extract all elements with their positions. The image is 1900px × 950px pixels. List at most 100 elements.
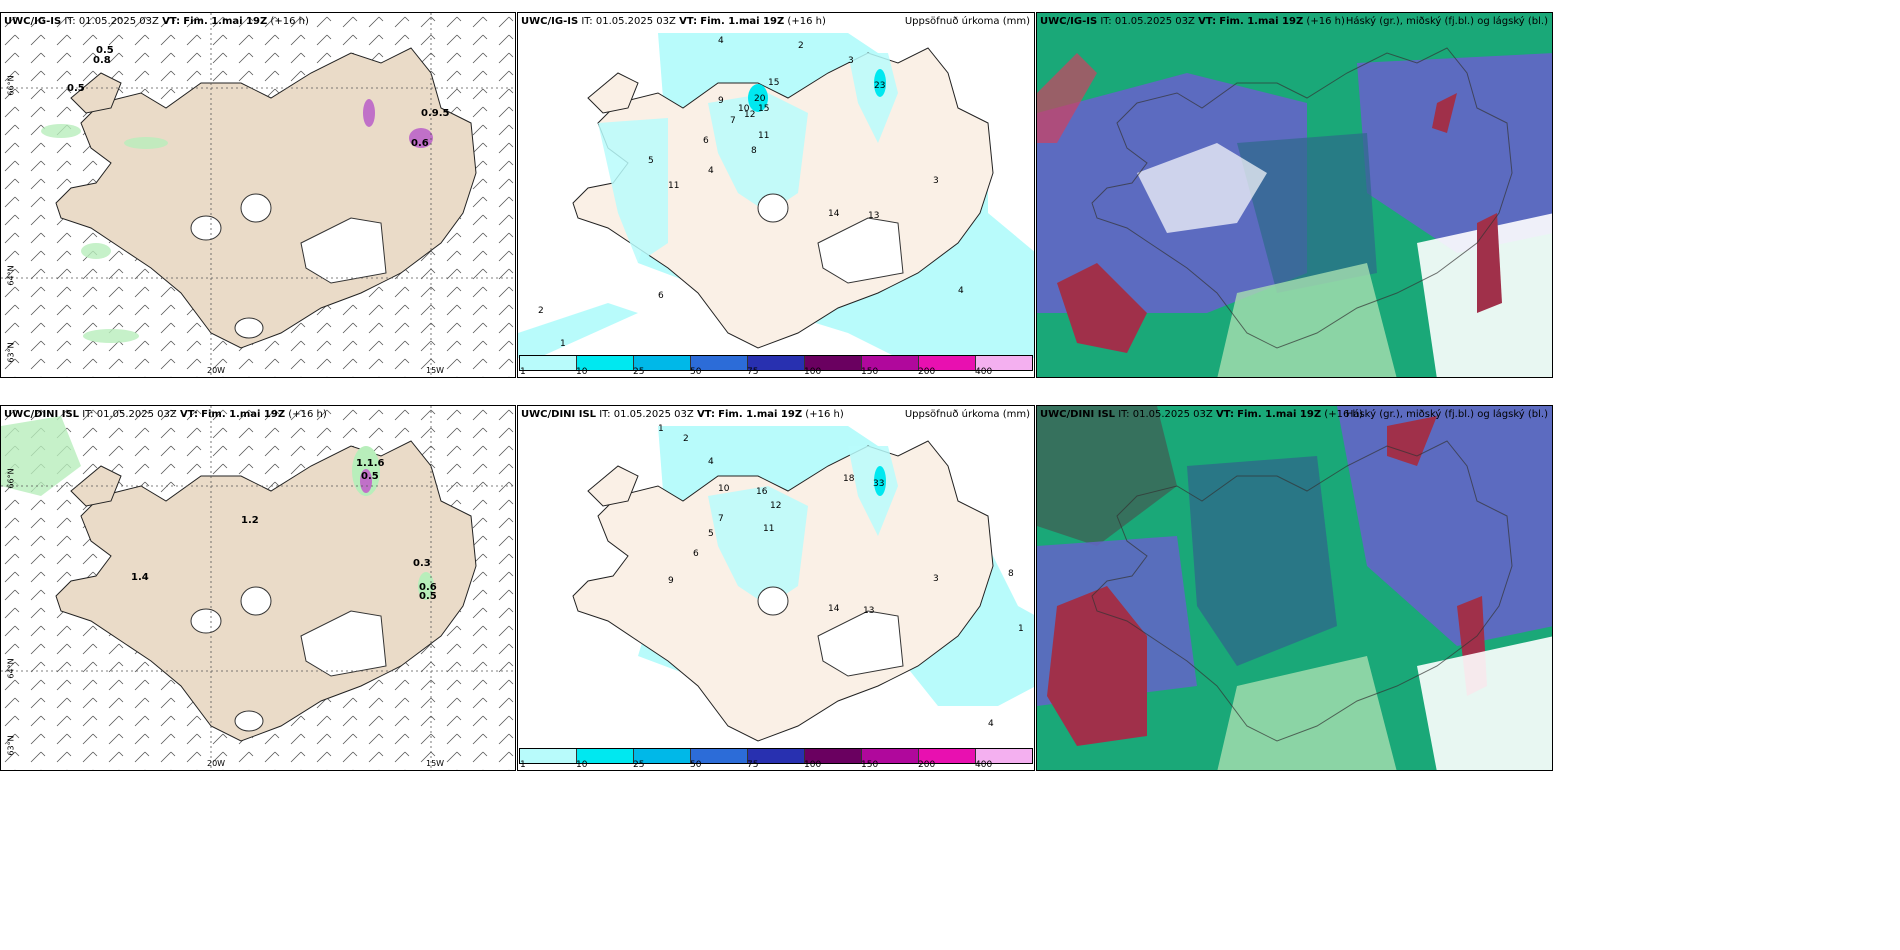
precip-value: 4 (988, 719, 994, 729)
precip-value: 14 (828, 209, 840, 219)
colorbar-tick: 200 (918, 367, 936, 377)
init-time: IT: 01.05.2025 03Z (82, 409, 177, 420)
panel-title: UWC/DINI ISL IT: 01.05.2025 03Z VT: Fim.… (4, 409, 327, 420)
lat-label-top: 66°N (6, 468, 16, 489)
wind-value: 1.4 (131, 572, 149, 583)
precip-value: 10 (718, 484, 730, 494)
lead-time: (+16 h) (1324, 409, 1363, 420)
colorbar-tick: 1 (520, 760, 526, 770)
precip-value: 20 (754, 94, 766, 104)
lead-time: (+16 h) (1306, 16, 1345, 27)
colorbar-cell (634, 356, 691, 370)
precip-value: 9 (668, 576, 674, 586)
init-time: IT: 01.05.2025 03Z (64, 16, 159, 27)
precip-value: 8 (751, 146, 757, 156)
precip-value: 6 (693, 549, 699, 559)
precip-value: 2 (538, 306, 544, 316)
vt-label: VT: (1198, 16, 1217, 27)
colorbar-tick: 150 (861, 367, 879, 377)
precip-value: 3 (848, 56, 854, 66)
colorbar-tick: 10 (576, 367, 588, 377)
cloud-panel-top: UWC/IG-IS IT: 01.05.2025 03Z VT: Fim. 1.… (1036, 12, 1553, 378)
precip-value: 8 (1008, 569, 1014, 579)
valid-time: Fim. 1.mai 19Z (1219, 16, 1304, 27)
cloud-title: Háský (gr.), miðský (fj.bl.) og lágský (… (1345, 409, 1548, 420)
wind-value: 0.6 (411, 138, 429, 149)
lon-label-right: 15W (426, 759, 445, 768)
colorbar-cell (748, 749, 805, 763)
precip-value: 5 (648, 156, 654, 166)
precip-value: 10 (738, 104, 750, 114)
precip-panel-bottom: UWC/DINI ISL IT: 01.05.2025 03Z VT: Fim.… (517, 405, 1035, 771)
colorbar-cell (805, 749, 862, 763)
init-time: IT: 01.05.2025 03Z (581, 16, 676, 27)
precip-panel-top: UWC/IG-IS IT: 01.05.2025 03Z VT: Fim. 1.… (517, 12, 1035, 378)
precip-map: 1 2 4 33 18 16 10 12 11 9 7 5 6 14 13 3 … (572, 424, 1034, 742)
precip-value: 4 (708, 166, 714, 176)
precip-value: 14 (828, 604, 840, 614)
colorbar-tick: 100 (804, 367, 822, 377)
lat-label-low: 63°N (6, 342, 16, 363)
precip-value: 12 (770, 501, 781, 511)
precip-value: 7 (718, 514, 724, 524)
high-cloud-area (1057, 263, 1147, 353)
lead-time: (+16 h) (270, 16, 309, 27)
colorbar-cell (634, 749, 691, 763)
precip-value: 13 (868, 211, 879, 221)
high-cloud-area (1047, 586, 1147, 746)
colorbar-tick: 10 (576, 760, 588, 770)
precip-value: 16 (756, 487, 768, 497)
colorbar-cell (805, 356, 862, 370)
wind-value: 1.1.6 (356, 458, 385, 469)
precip-value: 1 (560, 339, 566, 349)
wind-panel-bottom: UWC/DINI ISL IT: 01.05.2025 03Z VT: Fim.… (0, 405, 516, 771)
precip-value: 6 (703, 136, 709, 146)
panel-title: UWC/DINI ISL IT: 01.05.2025 03Z VT: Fim.… (1040, 409, 1363, 420)
precip-value: 4 (958, 286, 964, 296)
precip-value: 33 (873, 479, 884, 489)
precip-value: 7 (730, 116, 736, 126)
precip-value: 11 (763, 524, 774, 534)
init-time: IT: 01.05.2025 03Z (1118, 409, 1213, 420)
panel-title: UWC/IG-IS IT: 01.05.2025 03Z VT: Fim. 1.… (521, 16, 826, 27)
iceland-outline (1091, 440, 1513, 742)
colorbar-cell (976, 749, 1032, 763)
precip-title: Uppsöfnuð úrkoma (mm) (904, 16, 1030, 27)
valid-time: Fim. 1.mai 19Z (183, 16, 268, 27)
colorbar-tick: 25 (633, 367, 645, 377)
precip-value: 6 (658, 291, 664, 301)
model-name: UWC/DINI ISL (521, 409, 597, 420)
colorbar (519, 355, 1033, 371)
wind-value: 0.5 (419, 591, 437, 602)
lat-label-mid: 64°N (6, 658, 16, 679)
colorbar-tick: 50 (690, 760, 702, 770)
wind-value: 1.2 (241, 515, 259, 526)
colorbar-cell (577, 749, 634, 763)
cloud-map (1037, 406, 1552, 770)
valid-time: Fim. 1.mai 19Z (700, 16, 785, 27)
colorbar-tick: 100 (804, 760, 822, 770)
wind-panel-top: UWC/IG-IS IT: 01.05.2025 03Z VT: Fim. 1.… (0, 12, 516, 378)
model-name: UWC/IG-IS (4, 16, 62, 27)
colorbar-cell (520, 356, 577, 370)
vt-label: VT: (162, 16, 181, 27)
precip-value: 5 (708, 529, 714, 539)
colorbar-tick: 75 (747, 760, 759, 770)
precip-value: 4 (718, 36, 724, 46)
wind-value: 0.3 (413, 558, 431, 569)
colorbar-tick: 150 (861, 760, 879, 770)
colorbar-cell (520, 749, 577, 763)
colorbar-cell (748, 356, 805, 370)
valid-time: Fim. 1.mai 19Z (718, 409, 803, 420)
colorbar-cell (691, 356, 748, 370)
wind-map: 0.5 0.8 0.5 0.9.5 0.6 (1, 13, 515, 377)
colorbar-cell (976, 356, 1032, 370)
colorbar-tick: 1 (520, 367, 526, 377)
valid-time: Fim. 1.mai 19Z (201, 409, 286, 420)
wind-value: 0.9.5 (421, 108, 450, 119)
valid-time: Fim. 1.mai 19Z (1237, 409, 1322, 420)
colorbar-cell (919, 749, 976, 763)
wind-map: 1.1.6 0.5 1.2 1.4 0.3 0.6 0.5 (1, 406, 515, 770)
vt-label: VT: (179, 409, 198, 420)
lead-time: (+16 h) (805, 409, 844, 420)
